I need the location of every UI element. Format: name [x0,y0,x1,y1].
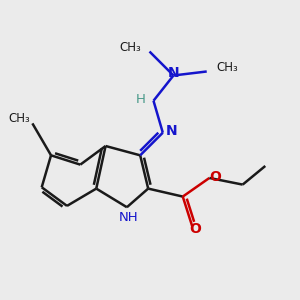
Text: CH₃: CH₃ [216,61,238,74]
Text: N: N [168,66,179,80]
Text: CH₃: CH₃ [120,41,142,54]
Text: O: O [209,169,221,184]
Text: H: H [135,93,145,106]
Text: CH₃: CH₃ [8,112,30,124]
Text: O: O [189,221,201,236]
Text: NH: NH [118,211,138,224]
Text: N: N [166,124,177,138]
